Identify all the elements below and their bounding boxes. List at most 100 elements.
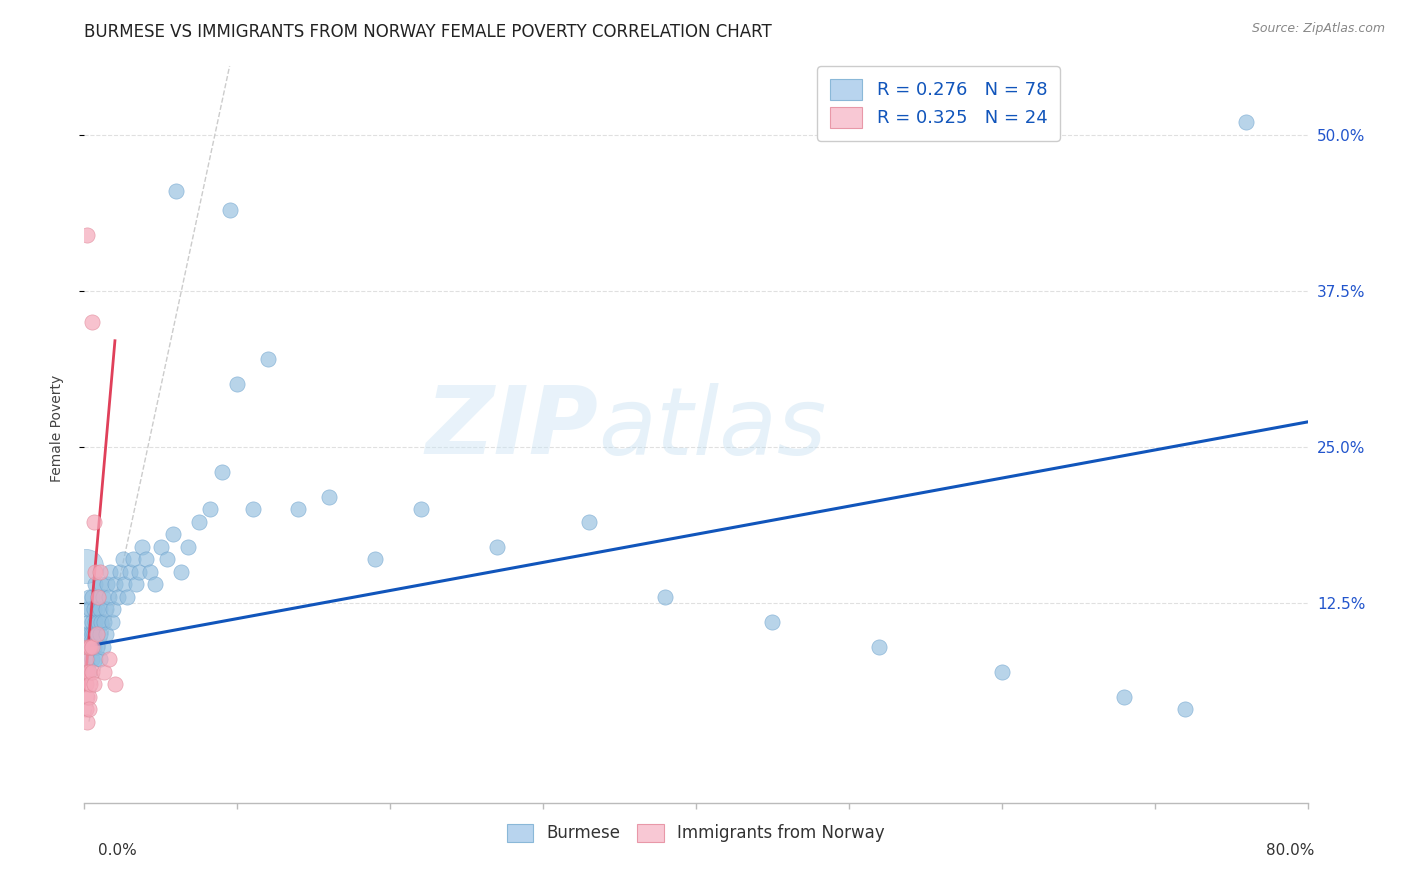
Point: [139, 565, 162, 579]
Point: [77, 690, 100, 704]
Point: [87, 590, 110, 604]
Text: atlas: atlas: [598, 383, 827, 474]
Point: [103, 602, 125, 616]
Point: [76, 640, 98, 654]
Point: [122, 552, 145, 566]
Text: ZIP: ZIP: [425, 382, 598, 475]
Point: [83, 515, 105, 529]
Point: [156, 552, 179, 566]
Point: [75, 627, 97, 641]
Point: [84, 652, 107, 666]
Point: [170, 565, 193, 579]
Point: [79, 602, 101, 616]
Point: [94, 602, 117, 616]
Point: [112, 577, 135, 591]
Point: [111, 552, 134, 566]
Point: [76, 640, 98, 654]
Legend: Burmese, Immigrants from Norway: Burmese, Immigrants from Norway: [499, 815, 893, 851]
Point: [97, 652, 120, 666]
Point: [108, 565, 131, 579]
Point: [125, 577, 148, 591]
Point: [131, 540, 153, 554]
Point: [84, 565, 107, 579]
Point: [77, 615, 100, 629]
Point: [76, 714, 98, 729]
Point: [75, 652, 97, 666]
Point: [218, 202, 240, 217]
Point: [77, 640, 100, 654]
Point: [104, 677, 127, 691]
Point: [1174, 702, 1197, 716]
Point: [98, 565, 121, 579]
Point: [86, 627, 108, 641]
Point: [165, 184, 187, 198]
Point: [77, 665, 100, 679]
Point: [77, 702, 100, 716]
Point: [318, 490, 340, 504]
Point: [80, 590, 103, 604]
Point: [80, 315, 103, 329]
Point: [761, 615, 783, 629]
Point: [80, 652, 103, 666]
Point: [76, 665, 98, 679]
Point: [162, 527, 184, 541]
Point: [89, 627, 111, 641]
Point: [188, 515, 211, 529]
Point: [77, 590, 100, 604]
Point: [76, 690, 98, 704]
Point: [91, 640, 114, 654]
Point: [83, 640, 105, 654]
Point: [226, 377, 249, 392]
Point: [93, 615, 115, 629]
Point: [84, 577, 107, 591]
Point: [80, 627, 103, 641]
Point: [654, 590, 676, 604]
Point: [75, 702, 97, 716]
Point: [89, 652, 111, 666]
Point: [90, 577, 112, 591]
Point: [177, 540, 200, 554]
Point: [101, 615, 124, 629]
Point: [75, 677, 97, 691]
Text: BURMESE VS IMMIGRANTS FROM NORWAY FEMALE POVERTY CORRELATION CHART: BURMESE VS IMMIGRANTS FROM NORWAY FEMALE…: [84, 23, 772, 41]
Point: [86, 640, 108, 654]
Point: [80, 615, 103, 629]
Point: [76, 227, 98, 242]
Point: [80, 665, 103, 679]
Point: [76, 602, 98, 616]
Point: [104, 577, 127, 591]
Y-axis label: Female Poverty: Female Poverty: [49, 375, 63, 482]
Point: [80, 640, 103, 654]
Point: [143, 577, 166, 591]
Point: [79, 640, 101, 654]
Point: [257, 352, 280, 367]
Point: [90, 615, 112, 629]
Point: [242, 502, 264, 516]
Point: [364, 552, 387, 566]
Point: [89, 565, 111, 579]
Point: [83, 602, 105, 616]
Text: Source: ZipAtlas.com: Source: ZipAtlas.com: [1251, 22, 1385, 36]
Point: [79, 627, 101, 641]
Point: [84, 615, 107, 629]
Point: [287, 502, 309, 516]
Point: [128, 565, 150, 579]
Point: [115, 590, 138, 604]
Point: [135, 552, 157, 566]
Point: [86, 627, 108, 641]
Point: [87, 590, 110, 604]
Point: [578, 515, 600, 529]
Point: [94, 627, 117, 641]
Point: [83, 677, 105, 691]
Point: [87, 615, 110, 629]
Point: [1236, 115, 1258, 129]
Point: [91, 590, 114, 604]
Point: [96, 577, 118, 591]
Point: [149, 540, 172, 554]
Point: [869, 640, 891, 654]
Point: [89, 602, 111, 616]
Point: [79, 677, 101, 691]
Point: [409, 502, 432, 516]
Point: [77, 665, 100, 679]
Point: [83, 627, 105, 641]
